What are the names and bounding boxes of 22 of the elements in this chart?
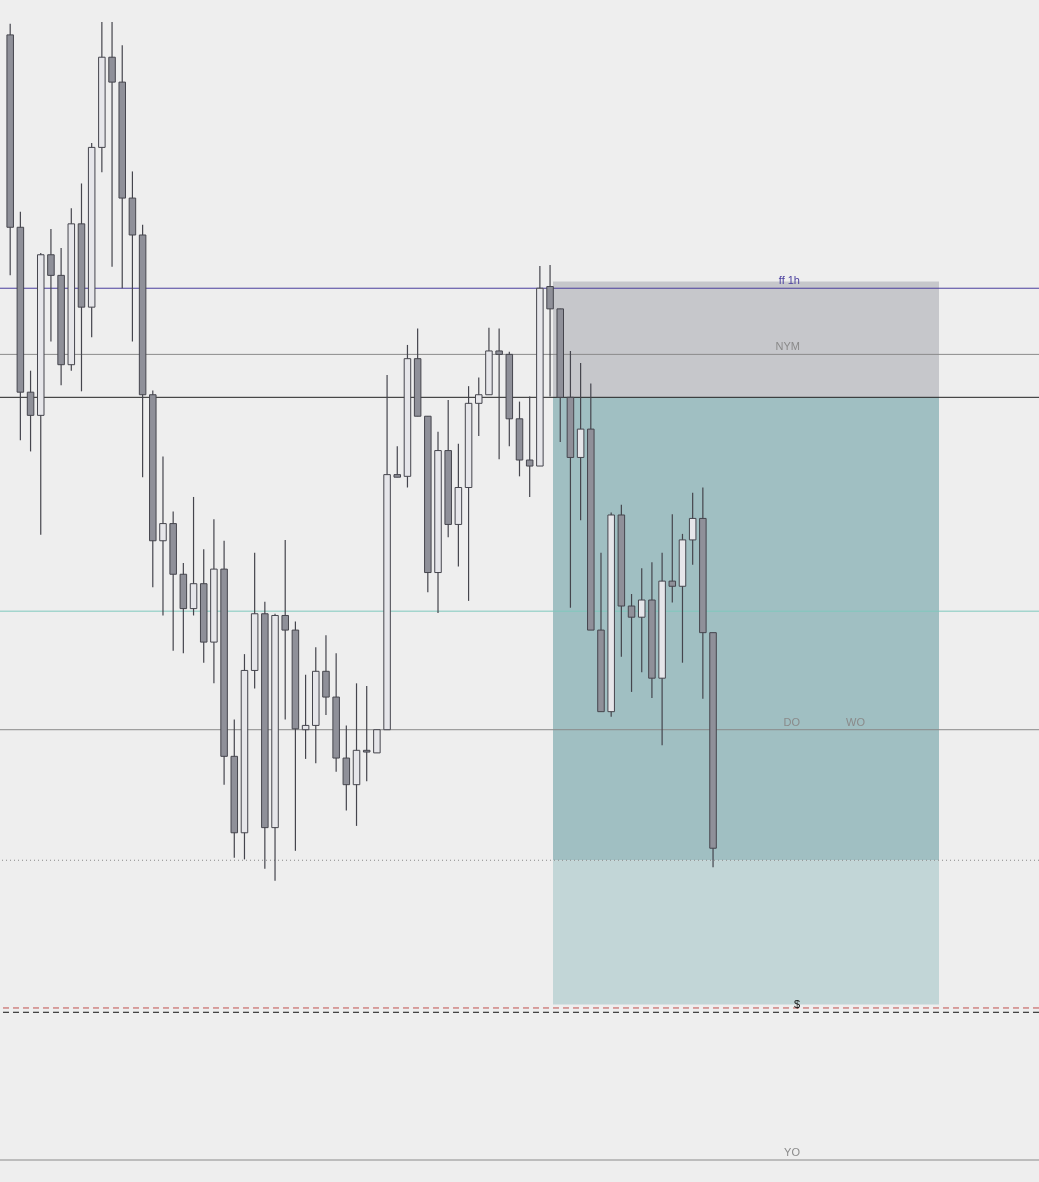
candlestick [159,455,167,617]
candlestick [637,567,646,673]
ref-line-label: $ [793,998,800,1011]
candlestick [108,21,116,268]
candlestick [525,395,534,498]
ref-line-label: YO [784,1146,801,1158]
candlestick [362,685,371,782]
candlestick [373,729,381,754]
candlestick [668,513,677,604]
candlestick [627,593,636,693]
candlestick [47,228,55,343]
ref-line-label: ff 1h [778,274,800,287]
ref-line-label: NYM [775,340,800,353]
candlestick [475,376,483,437]
candlestick [495,328,503,460]
candlestick [393,445,402,478]
candlestick [26,370,35,453]
candlestick [301,674,310,760]
candlestick [688,492,697,566]
candlestick [281,539,289,720]
annotation: WO [846,715,866,728]
candlestick [546,264,554,398]
